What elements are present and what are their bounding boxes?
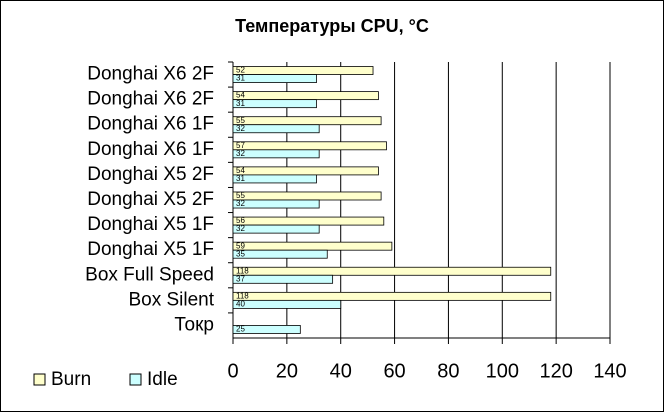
y-tick-label: Donghai X6 1F <box>87 139 214 160</box>
legend-label: Burn <box>51 369 91 390</box>
legend-swatch <box>129 373 142 386</box>
x-tick-label: 40 <box>330 360 352 382</box>
bar <box>232 91 379 101</box>
y-tick-label: Donghai X6 2F <box>87 89 214 110</box>
bar <box>232 299 342 309</box>
data-label: 59 <box>236 241 245 250</box>
bar <box>232 249 328 259</box>
data-label: 25 <box>236 325 245 334</box>
bar <box>232 99 317 109</box>
x-tick-label: 80 <box>437 360 459 382</box>
x-tick-label: 140 <box>593 360 626 382</box>
data-label: 54 <box>236 166 245 175</box>
bar <box>232 216 385 226</box>
data-label: 118 <box>236 266 249 275</box>
bar <box>232 166 379 176</box>
data-label: 54 <box>236 91 245 100</box>
data-label: 40 <box>236 299 245 308</box>
bar <box>232 174 317 184</box>
legend-label: Idle <box>147 369 178 390</box>
data-label: 32 <box>236 149 245 158</box>
x-tick-label: 20 <box>276 360 298 382</box>
data-label: 31 <box>236 74 245 83</box>
y-tick-label: Donghai X5 2F <box>87 164 214 185</box>
y-tick-label: Box Silent <box>128 289 214 310</box>
bar <box>232 66 374 75</box>
data-label: 57 <box>236 141 245 150</box>
bar <box>232 124 320 134</box>
data-label: 55 <box>236 191 245 200</box>
y-tick-label: Donghai X5 1F <box>87 214 214 235</box>
data-label: 32 <box>236 199 245 208</box>
chart-title: Температуры CPU, °C <box>235 16 429 36</box>
x-tick-label: 60 <box>383 360 405 382</box>
y-tick-label: Токр <box>174 314 214 335</box>
bar <box>232 199 320 209</box>
bar <box>232 116 382 126</box>
data-label: 118 <box>236 291 249 300</box>
data-label: 31 <box>236 174 245 183</box>
data-label: 55 <box>236 116 245 125</box>
data-label: 35 <box>236 249 245 258</box>
bar <box>232 141 387 151</box>
bar <box>232 74 317 83</box>
data-label: 31 <box>236 99 245 108</box>
x-tick-label: 100 <box>486 360 519 382</box>
bar <box>232 291 552 301</box>
y-tick-label: Donghai X5 1F <box>87 239 214 260</box>
legend-swatch <box>33 373 46 386</box>
y-tick-label: Donghai X6 1F <box>87 114 214 135</box>
y-tick-label: Box Full Speed <box>85 264 214 285</box>
y-tick-label: Donghai X6 2F <box>87 64 214 85</box>
bar <box>232 325 301 334</box>
x-tick-label: 0 <box>227 360 238 382</box>
bar <box>232 149 320 159</box>
bar <box>232 241 393 251</box>
bar <box>232 274 334 284</box>
data-label: 32 <box>236 124 245 133</box>
data-label: 52 <box>236 66 245 75</box>
bar <box>232 224 320 234</box>
data-label: 32 <box>236 224 245 233</box>
bar <box>232 266 552 276</box>
data-label: 37 <box>236 274 245 283</box>
y-tick-label: Donghai X5 2F <box>87 189 214 210</box>
data-label: 56 <box>236 216 245 225</box>
bar <box>232 191 382 201</box>
x-tick-label: 120 <box>539 360 572 382</box>
